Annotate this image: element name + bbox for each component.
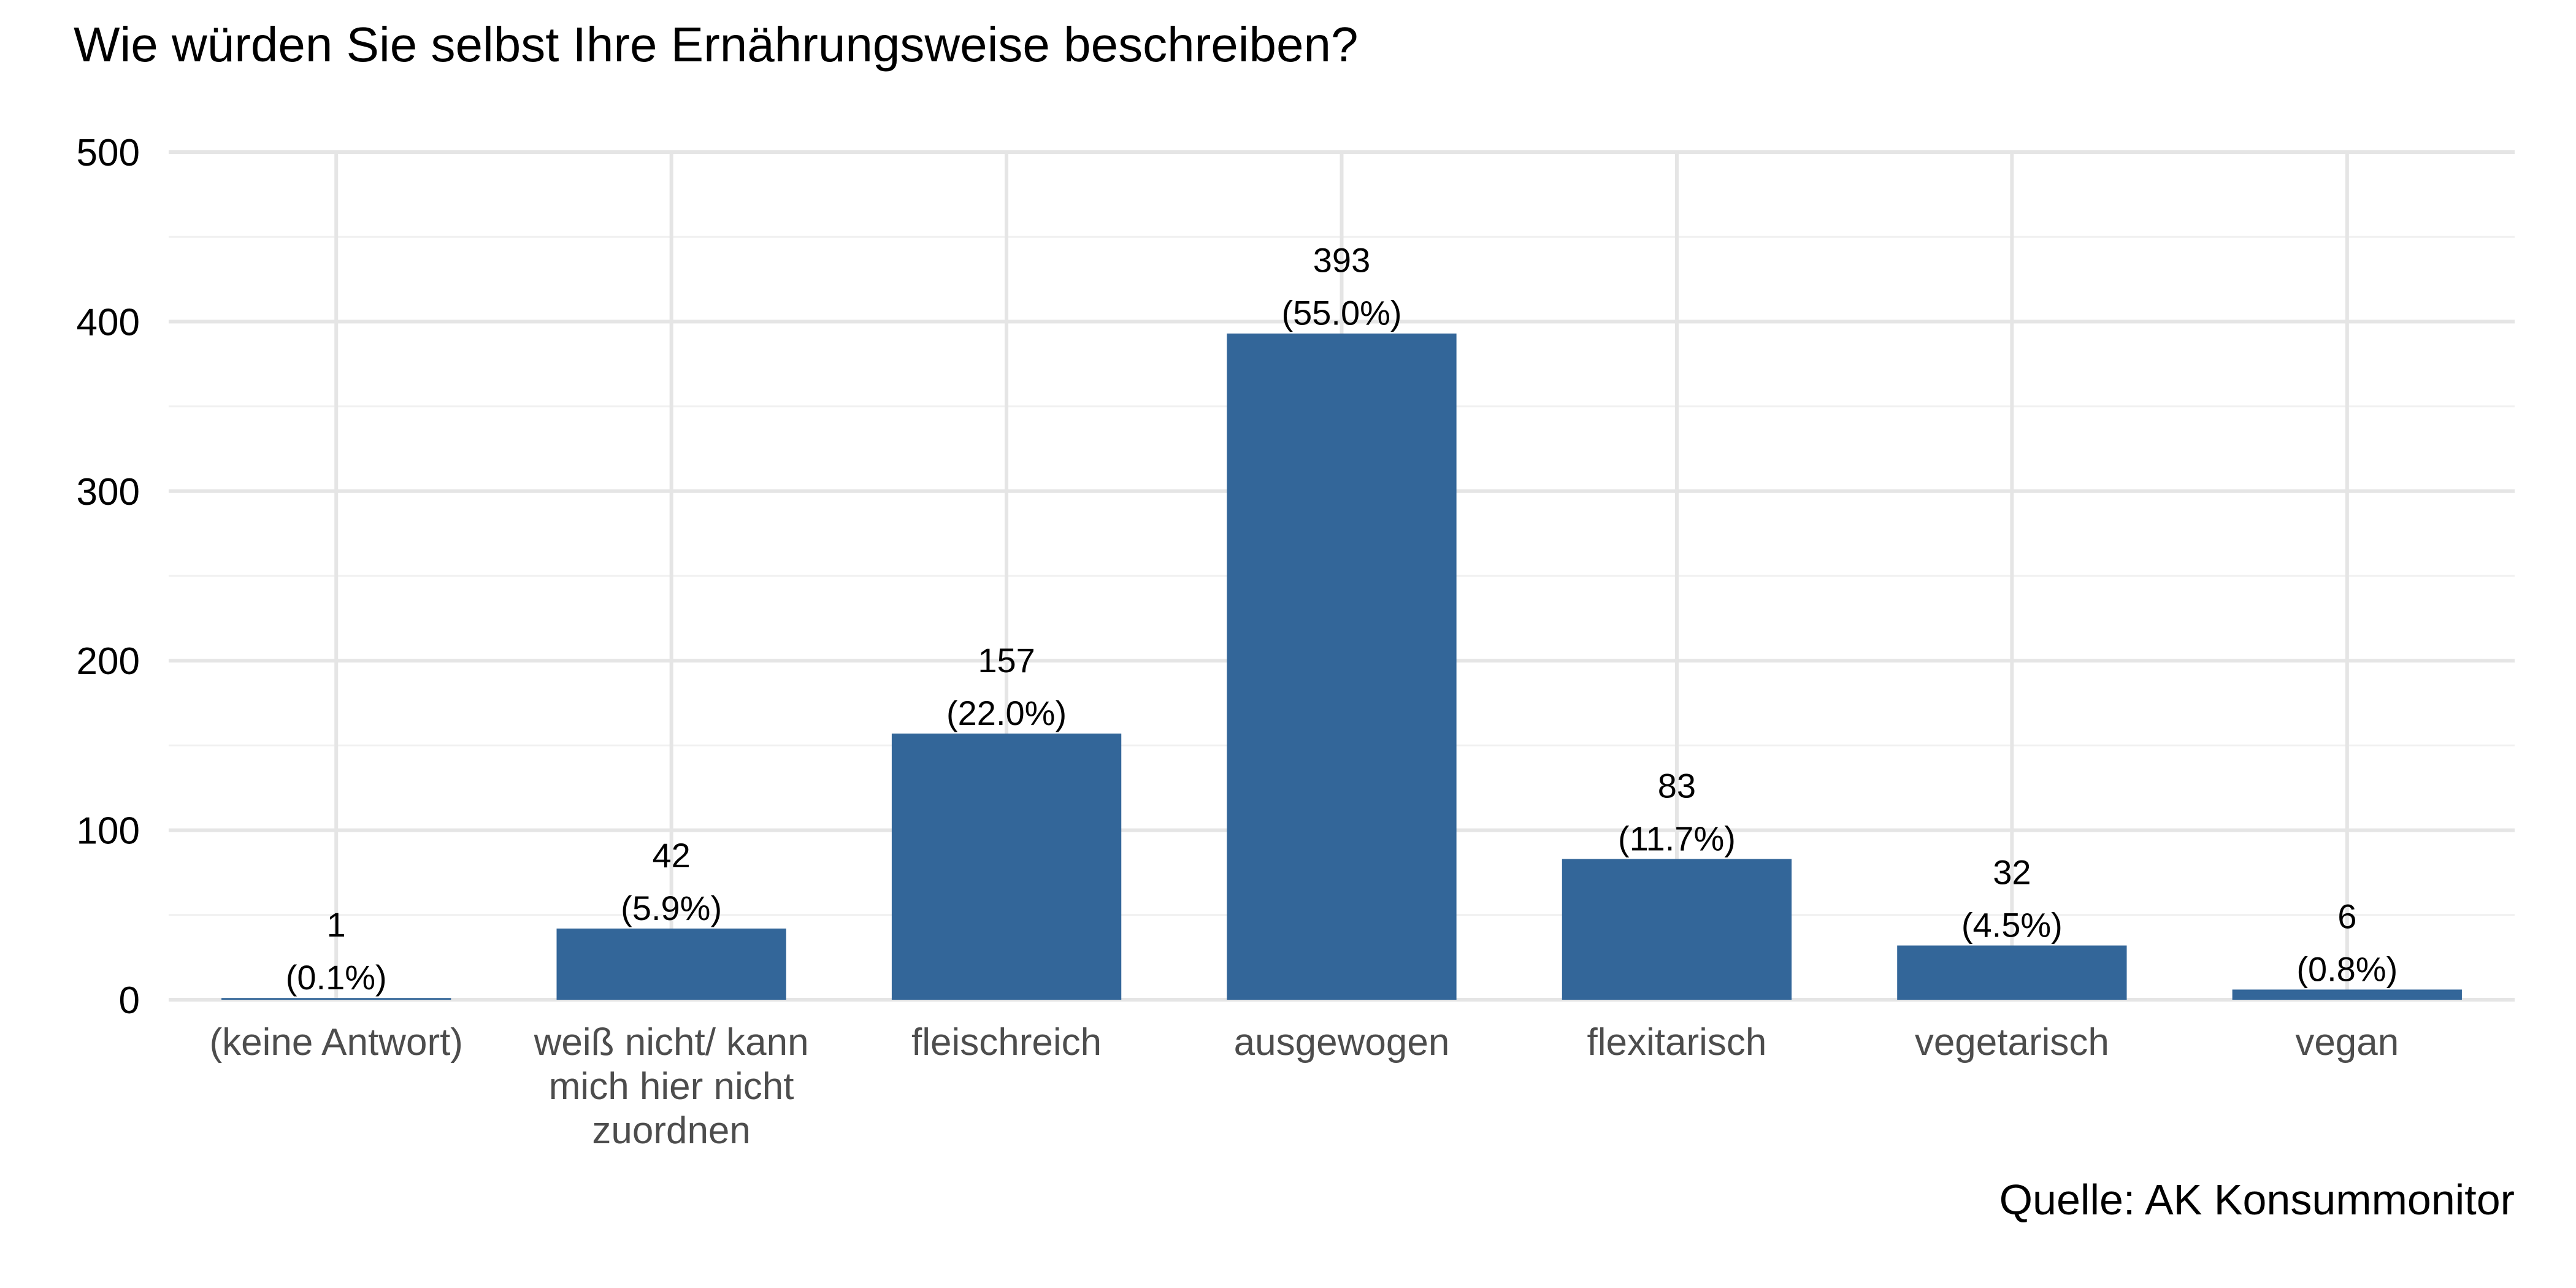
bar xyxy=(1227,333,1457,1000)
bar xyxy=(891,734,1122,1000)
x-tick-label-line: fleischreich xyxy=(911,1021,1102,1064)
y-tick-label: 300 xyxy=(77,471,140,513)
data-label-percent: (55.0%) xyxy=(1281,294,1401,332)
data-label-count: 157 xyxy=(978,641,1035,680)
y-axis-ticks: 0 100 200 300 400 500 xyxy=(77,132,140,1022)
data-label-percent: (5.9%) xyxy=(621,889,722,927)
data-label-count: 1 xyxy=(327,905,346,944)
x-tick-label-line: mich hier nicht xyxy=(549,1065,794,1108)
y-tick-label: 100 xyxy=(77,810,140,853)
bar xyxy=(1897,945,2127,1000)
data-label-percent: (11.7%) xyxy=(1618,819,1736,858)
x-tick-label: vegan xyxy=(2295,1021,2399,1064)
x-tick-label-line: flexitarisch xyxy=(1587,1021,1766,1064)
bar xyxy=(221,998,451,1000)
y-tick-label: 200 xyxy=(77,640,140,683)
x-tick-label: (keine Antwort) xyxy=(209,1021,463,1064)
data-label-percent: (22.0%) xyxy=(946,694,1067,732)
x-tick-label: vegetarisch xyxy=(1915,1021,2109,1064)
bar xyxy=(556,928,786,1000)
data-label-count: 393 xyxy=(1313,241,1370,280)
x-tick-label: weiß nicht/ kann mich hier nicht zuordnen xyxy=(534,1021,809,1152)
y-tick-label: 400 xyxy=(77,301,140,343)
bar xyxy=(2232,989,2462,1000)
x-axis-ticks: (keine Antwort) weiß nicht/ kann mich hier… xyxy=(209,1021,2399,1152)
x-tick-label: fleischreich xyxy=(911,1021,1102,1064)
data-label-percent: (0.8%) xyxy=(2296,949,2398,988)
data-labels: 1 (0.1%) 42 (5.9%) 157 (22.0%) 393 (55.0%) 83 (11… xyxy=(286,241,2398,997)
data-label-count: 42 xyxy=(652,836,690,875)
x-tick-label-line: ausgewogen xyxy=(1234,1021,1450,1064)
x-tick-label-line: weiß nicht/ kann xyxy=(534,1021,809,1064)
y-tick-label: 500 xyxy=(77,132,140,174)
data-label-count: 83 xyxy=(1658,767,1696,805)
bars xyxy=(221,333,2462,1000)
data-label-percent: (0.1%) xyxy=(286,958,387,997)
x-tick-label: flexitarisch xyxy=(1587,1021,1766,1064)
data-label-count: 6 xyxy=(2337,897,2356,935)
x-tick-label-line: vegetarisch xyxy=(1915,1021,2109,1064)
x-tick-label-line: zuordnen xyxy=(592,1110,751,1152)
x-tick-label: ausgewogen xyxy=(1234,1021,1450,1064)
chart-caption: Quelle: AK Konsummonitor xyxy=(1999,1176,2515,1224)
y-tick-label: 0 xyxy=(119,979,140,1022)
data-label-count: 32 xyxy=(1993,853,2031,892)
data-label-percent: (4.5%) xyxy=(1961,906,2063,945)
chart-title: Wie würden Sie selbst Ihre Ernährungswei… xyxy=(74,17,1358,72)
x-tick-label-line: vegan xyxy=(2295,1021,2399,1064)
x-tick-label-line: (keine Antwort) xyxy=(209,1021,463,1064)
bar xyxy=(1562,859,1792,1000)
